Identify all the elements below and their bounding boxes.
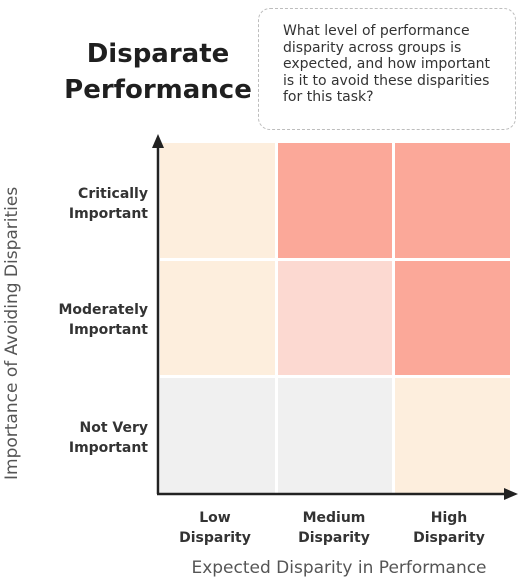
matrix-cell-critical-low — [160, 143, 275, 258]
callout-line-1: What level of performance — [283, 23, 470, 39]
column-label-line: High — [430, 510, 468, 526]
row-label-line: Critically — [78, 186, 148, 202]
x-axis-arrowhead — [504, 488, 518, 500]
callout-line-5: for this task? — [283, 89, 374, 105]
title-line-1: Disparate — [86, 39, 230, 69]
callout-line-4: is it to avoid these disparities — [283, 72, 490, 89]
matrix-cell-critical-medium — [277, 143, 393, 258]
row-label-line: Important — [68, 322, 148, 338]
column-label-high-disparity: High Disparity — [391, 508, 507, 548]
risk-matrix-grid — [160, 143, 510, 493]
row-label-not-very-important: Not Very Important — [40, 418, 148, 458]
column-label-line: Low — [199, 510, 231, 526]
matrix-cell-moderate-low — [160, 260, 275, 376]
column-label-line: Disparity — [179, 530, 251, 546]
row-label-line: Not Very — [79, 420, 149, 436]
matrix-cell-notvery-medium — [277, 378, 393, 493]
matrix-cell-moderate-medium — [277, 260, 393, 376]
question-callout: What level of performance disparity acro… — [258, 8, 516, 130]
callout-line-2: disparity across groups is — [283, 39, 462, 56]
matrix-cell-notvery-low — [160, 378, 275, 493]
row-label-line: Moderately — [58, 302, 148, 318]
matrix-cell-notvery-high — [395, 378, 510, 493]
column-label-line: Medium — [302, 510, 366, 526]
column-label-line: Disparity — [298, 530, 370, 546]
title-line-2: Performance — [64, 75, 252, 105]
row-label-line: Important — [68, 440, 148, 456]
row-label-critically-important: Critically Important — [40, 184, 148, 224]
row-label-moderately-important: Moderately Important — [40, 300, 148, 340]
matrix-cell-critical-high — [395, 143, 510, 258]
column-label-line: Disparity — [413, 530, 485, 546]
column-label-medium-disparity: Medium Disparity — [276, 508, 392, 548]
matrix-cell-moderate-high — [395, 260, 510, 376]
column-label-low-disparity: Low Disparity — [157, 508, 273, 548]
x-axis-label: Expected Disparity in Performance — [191, 558, 487, 578]
row-label-line: Important — [68, 206, 148, 222]
y-axis-arrowhead — [152, 134, 164, 148]
callout-line-3: expected, and how important — [283, 56, 491, 72]
diagram-title: Disparate Performance — [58, 36, 258, 108]
